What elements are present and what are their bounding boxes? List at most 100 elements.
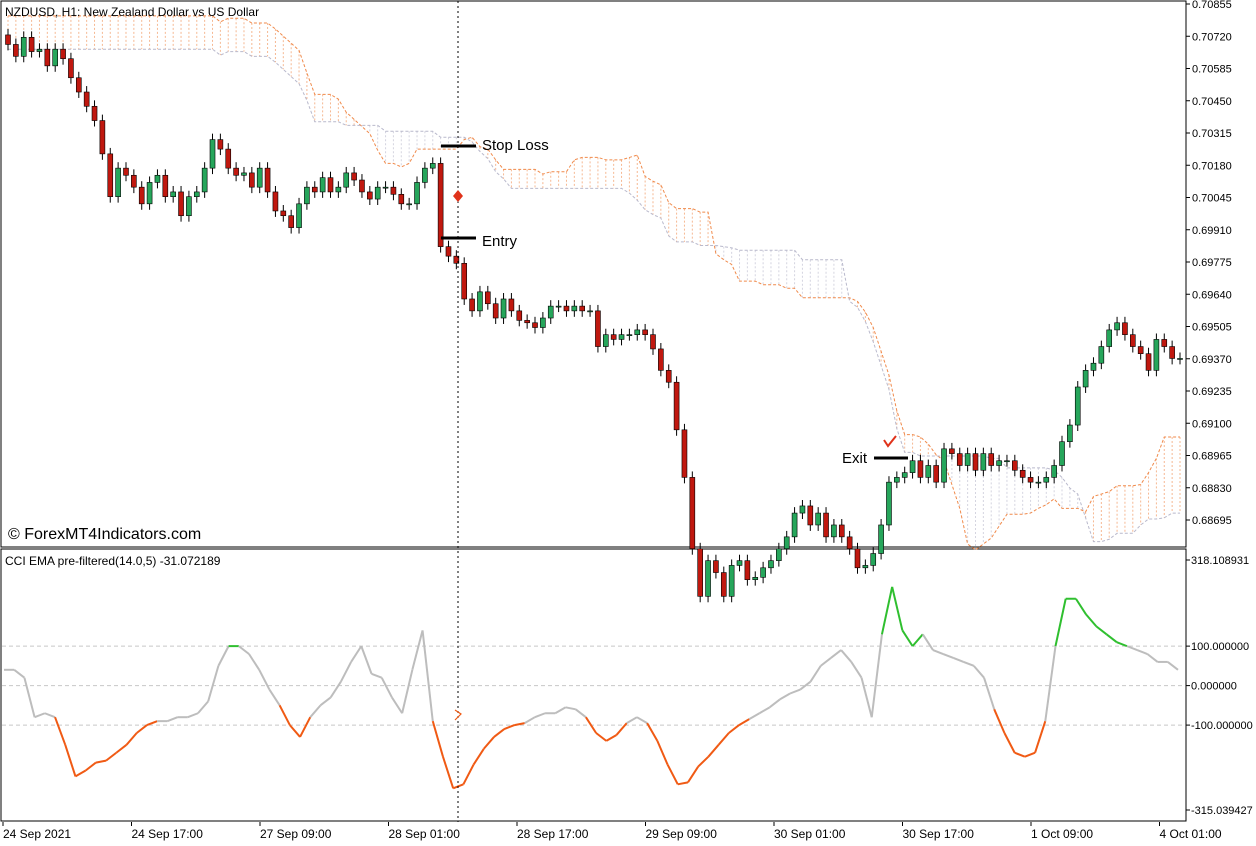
bull-candle — [146, 182, 153, 205]
cci-segment — [585, 716, 597, 734]
indicator-panel-frame — [0, 548, 1187, 822]
bear-candle — [665, 370, 672, 383]
bear-candle — [673, 381, 680, 431]
bull-candle — [374, 186, 381, 200]
cci-segment — [697, 755, 710, 768]
cci-segment — [472, 748, 485, 766]
bull-candle — [296, 203, 302, 228]
cci-axis-label: 318.108931 — [1191, 555, 1249, 567]
bear-candle — [720, 572, 727, 597]
bull-candle — [1106, 329, 1113, 347]
cci-segment — [258, 669, 271, 691]
bear-candle — [846, 536, 853, 550]
bull-candle — [626, 334, 633, 336]
bull-candle — [870, 553, 877, 566]
bear-candle — [610, 334, 617, 340]
bull-candle — [1153, 339, 1160, 371]
bear-candle — [642, 329, 648, 335]
cci-segment — [391, 696, 403, 714]
cci-segment — [830, 649, 842, 659]
bull-candle — [1090, 362, 1097, 371]
bear-candle — [28, 37, 35, 52]
bear-candle — [91, 105, 98, 121]
cci-segment — [942, 653, 954, 659]
indicator-header: CCI EMA pre-filtered(14.0,5) -31.072189 — [5, 554, 221, 568]
bull-candle — [422, 167, 428, 183]
bear-candle — [83, 91, 90, 107]
time-label: 30 Sep 01:00 — [774, 827, 846, 841]
cci-segment — [1085, 613, 1098, 628]
price-label: 0.70315 — [1192, 128, 1232, 140]
bull-candle — [783, 536, 790, 550]
bull-candle — [901, 472, 908, 478]
bull-candle — [154, 174, 161, 183]
cci-segment — [64, 744, 77, 777]
cci-segment — [1095, 625, 1108, 636]
bull-candle — [1059, 441, 1065, 466]
cci-segment — [411, 630, 424, 671]
bull-candle — [909, 460, 916, 473]
bull-candle — [209, 139, 216, 169]
cci-segment — [1146, 653, 1159, 663]
cci-segment — [1044, 645, 1057, 722]
cci-segment — [299, 716, 312, 738]
cci-segment — [1126, 645, 1138, 652]
stop-loss-label: Stop Loss — [482, 137, 549, 154]
cci-sell-arrow-icon — [454, 709, 462, 721]
cci-segment — [401, 669, 414, 714]
price-label: 0.69775 — [1192, 257, 1232, 269]
bear-candle — [681, 429, 688, 478]
bull-candle — [477, 291, 483, 312]
bear-candle — [485, 291, 491, 305]
time-label: 28 Sep 01:00 — [389, 827, 461, 841]
cci-segment — [524, 716, 536, 724]
bull-candle — [335, 186, 342, 193]
cci-segment — [85, 761, 97, 772]
bear-candle — [162, 174, 169, 197]
price-label: 0.70585 — [1192, 64, 1232, 76]
cci-segment — [268, 689, 281, 706]
watermark: © ForexMT4Indicators.com — [8, 526, 201, 543]
bear-candle — [508, 298, 515, 312]
time-label: 30 Sep 17:00 — [903, 827, 975, 841]
candlesticks — [5, 28, 1183, 603]
bull-candle — [799, 505, 806, 514]
price-label: 0.69235 — [1192, 386, 1232, 398]
cci-segment — [973, 665, 985, 679]
bear-candle — [225, 148, 232, 169]
cci-segment — [840, 649, 853, 663]
bull-candle — [1051, 465, 1057, 478]
cci-segment — [115, 744, 128, 754]
cci-segment — [779, 692, 791, 701]
bear-candle — [1012, 460, 1018, 471]
time-label: 28 Sep 17:00 — [517, 827, 589, 841]
bull-candle — [768, 560, 774, 569]
exit-label: Exit — [842, 450, 868, 467]
bear-candle — [351, 172, 357, 181]
price-label: 0.69910 — [1192, 225, 1232, 237]
bear-candle — [807, 505, 814, 526]
price-label: 0.69505 — [1192, 322, 1232, 334]
cci-segment — [707, 744, 720, 758]
cci-segment — [666, 764, 679, 785]
bull-candle — [406, 203, 412, 206]
bull-candle — [429, 163, 436, 169]
bull-candle — [752, 577, 759, 580]
bull-candle — [815, 512, 821, 526]
bear-candle — [99, 120, 106, 155]
time-label: 24 Sep 17:00 — [132, 827, 204, 841]
bull-candle — [186, 196, 192, 217]
cci-segment — [1136, 649, 1148, 655]
cci-axis: 318.108931 100.000000 0.000000 -100.000000 -… — [1186, 555, 1253, 817]
bull-candle — [587, 310, 593, 313]
cci-segment — [44, 712, 56, 719]
bear-candle — [272, 191, 279, 212]
time-label: 1 Oct 09:00 — [1031, 827, 1093, 841]
bull-candle — [500, 298, 507, 319]
cci-segment — [789, 688, 801, 695]
bear-candle — [689, 477, 696, 550]
cci-segment — [554, 706, 566, 715]
bull-candle — [1074, 386, 1081, 426]
cci-segment — [758, 706, 771, 715]
